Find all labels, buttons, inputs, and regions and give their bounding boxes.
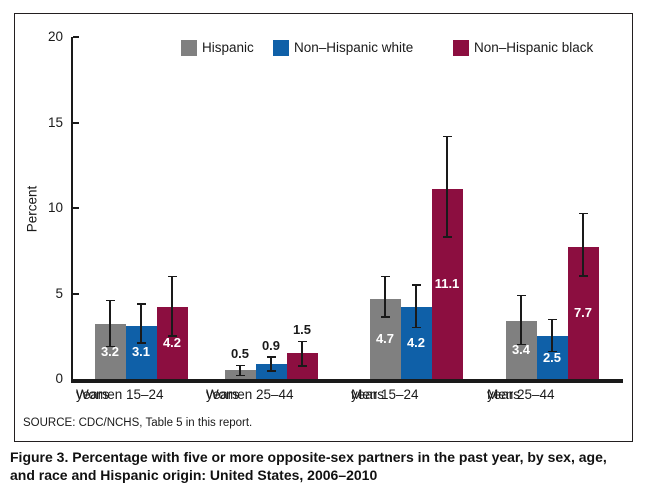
x-axis-line	[71, 379, 623, 383]
legend-item: Non–Hispanic black	[453, 39, 593, 56]
error-bar-line	[270, 356, 272, 372]
error-bar-line	[551, 319, 553, 352]
value-label: 4.2	[406, 335, 426, 351]
value-label: 4.7	[375, 330, 395, 346]
value-label: 4.2	[162, 335, 182, 351]
error-bar-cap-bottom	[516, 343, 526, 346]
legend-label: Non–Hispanic black	[474, 40, 594, 55]
category-label-line-2: years	[76, 387, 110, 402]
category-label-line-1: Men 15–24	[351, 387, 419, 402]
error-bar-cap-top	[442, 135, 452, 138]
y-tick-label: 10	[47, 200, 63, 215]
error-bar-cap-bottom	[380, 316, 390, 318]
value-label: 3.2	[100, 343, 120, 359]
error-bar-cap-bottom	[105, 345, 115, 347]
legend-item: Non–Hispanic white	[273, 39, 413, 56]
value-label: 2.5	[542, 349, 562, 365]
error-bar-line	[520, 295, 522, 345]
error-bar-line	[384, 276, 386, 318]
error-bar-cap-top	[266, 356, 276, 358]
error-bar-cap-top	[411, 284, 421, 286]
legend-label: Hispanic	[202, 40, 254, 55]
error-bar-line	[109, 300, 111, 347]
category-label-line-1: Women 15–24	[76, 387, 164, 402]
y-tick-label: 0	[55, 371, 63, 386]
error-bar-cap-bottom	[411, 326, 421, 329]
error-bar-cap-top	[516, 294, 526, 297]
error-bar-cap-bottom	[235, 374, 245, 377]
value-label: 3.1	[131, 344, 151, 360]
error-bar-line	[140, 303, 142, 344]
chart-frame: Percent Hispanic Non–Hispanic white Non–Hi…	[14, 13, 633, 442]
y-tick	[73, 292, 79, 295]
value-label: 11.1	[434, 276, 460, 292]
error-bar-cap-bottom	[297, 365, 307, 367]
error-bar-line	[415, 284, 417, 328]
legend-swatch-icon	[453, 39, 469, 56]
value-label: 0.5	[230, 346, 250, 362]
value-label: 0.9	[261, 337, 281, 353]
error-bar-line	[446, 136, 448, 238]
error-bar-cap-top	[547, 318, 557, 321]
category-label-line-1: Men 25–44	[487, 387, 555, 402]
y-tick	[73, 121, 79, 124]
value-label: 1.5	[292, 322, 312, 338]
error-bar-cap-bottom	[167, 335, 177, 337]
legend-item: Hispanic	[181, 39, 254, 56]
y-tick	[73, 36, 79, 38]
error-bar-cap-top	[297, 340, 307, 343]
error-bar-line	[239, 365, 241, 376]
error-bar-cap-top	[235, 364, 245, 367]
y-tick-label: 15	[47, 114, 63, 130]
y-tick	[73, 207, 79, 209]
y-axis-line	[71, 37, 73, 383]
error-bar-cap-bottom	[547, 350, 557, 353]
error-bar-line	[301, 341, 303, 367]
error-bar-cap-bottom	[266, 370, 276, 372]
y-tick-label: 20	[47, 29, 63, 44]
error-bar-cap-top	[105, 299, 115, 302]
error-bar-cap-bottom	[442, 236, 452, 238]
value-label: 3.4	[511, 341, 531, 357]
figure-caption-line-2: and race and Hispanic origin: United Sta…	[10, 466, 378, 483]
error-bar-cap-top	[167, 275, 177, 278]
figure-caption-line-1: Figure 3. Percentage with five or more o…	[10, 449, 607, 465]
error-bar-cap-top	[578, 212, 588, 215]
error-bar-cap-top	[380, 275, 390, 278]
category-label-line-2: years	[206, 387, 240, 402]
legend-swatch-icon	[181, 39, 197, 56]
figure-caption: Figure 3. Percentage with five or more o…	[10, 449, 642, 484]
category-label-line-2: years	[351, 387, 385, 402]
legend-swatch-icon	[273, 39, 289, 56]
error-bar-line	[582, 213, 584, 277]
error-bar-cap-top	[136, 303, 146, 305]
legend-label: Non–Hispanic white	[294, 40, 414, 55]
plot-area: 0 5 10 15 20 3.2 0.5 4.7 3.4 3.1 0.9 4.2 2.5 4.2 1.5 11…	[15, 14, 632, 441]
error-bar-line	[171, 276, 173, 337]
source-note: SOURCE: CDC/NCHS, Table 5 in this report…	[23, 417, 253, 429]
category-label-line-1: Women 25–44	[206, 387, 294, 402]
error-bar-cap-bottom	[578, 275, 588, 277]
category-label-line-2: years	[487, 387, 521, 402]
error-bar-cap-bottom	[136, 342, 146, 344]
value-label: 7.7	[573, 305, 593, 321]
y-tick-label: 5	[55, 285, 63, 301]
